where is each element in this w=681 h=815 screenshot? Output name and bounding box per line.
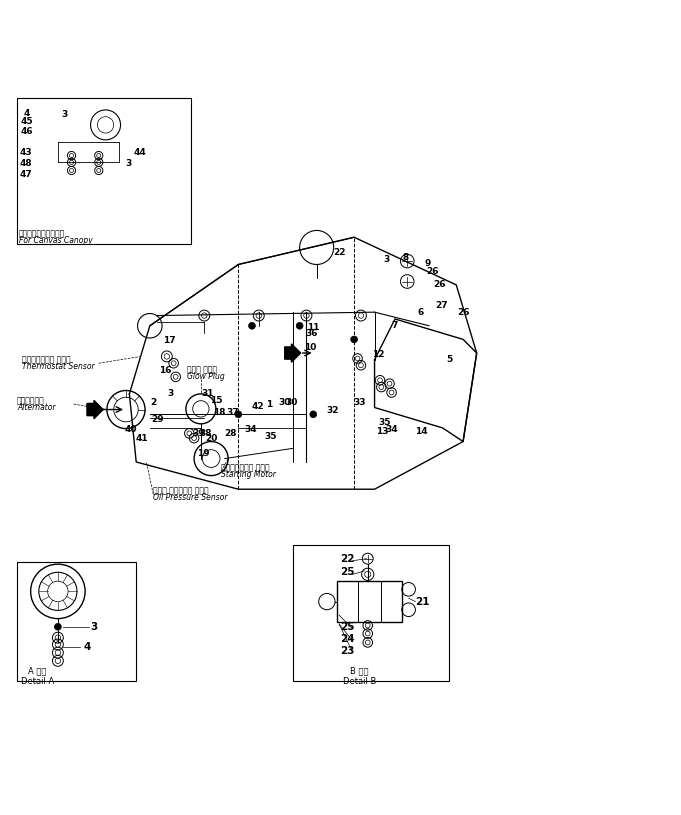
Text: 3: 3 xyxy=(61,110,68,119)
Text: Glow Plug: Glow Plug xyxy=(187,372,225,381)
Text: 27: 27 xyxy=(435,301,447,310)
Text: 33: 33 xyxy=(353,398,366,407)
Text: 13: 13 xyxy=(377,427,389,436)
Bar xyxy=(17,562,136,681)
Text: 26: 26 xyxy=(426,267,439,275)
Bar xyxy=(337,581,402,622)
Text: 12: 12 xyxy=(373,350,385,359)
Text: 21: 21 xyxy=(415,597,430,606)
Text: サーモスタット センサ: サーモスタット センサ xyxy=(22,355,70,364)
Text: 14: 14 xyxy=(415,427,427,436)
Text: 29: 29 xyxy=(152,416,164,425)
Text: 8: 8 xyxy=(402,253,409,262)
Text: オルタネータ: オルタネータ xyxy=(17,396,45,405)
Text: 18: 18 xyxy=(213,408,225,417)
Text: 30: 30 xyxy=(279,398,291,407)
Bar xyxy=(17,98,191,244)
Text: For Canvas Canopy: For Canvas Canopy xyxy=(19,236,93,245)
Text: 3: 3 xyxy=(383,254,390,263)
Text: Alternator: Alternator xyxy=(17,403,56,412)
Text: 37: 37 xyxy=(227,408,239,417)
Text: 40: 40 xyxy=(125,425,137,434)
Text: 25: 25 xyxy=(340,567,355,577)
Text: 26: 26 xyxy=(433,280,445,289)
Text: 43: 43 xyxy=(20,148,32,156)
Text: 35: 35 xyxy=(379,418,391,427)
Text: B: B xyxy=(286,348,294,358)
Text: 46: 46 xyxy=(21,127,33,136)
Text: 4: 4 xyxy=(24,109,31,118)
Text: 3: 3 xyxy=(125,159,131,168)
Text: スターティング モータ: スターティング モータ xyxy=(221,463,270,472)
Text: 19: 19 xyxy=(197,449,209,458)
Text: 2: 2 xyxy=(150,398,157,407)
Text: グロー プラグ: グロー プラグ xyxy=(187,366,217,375)
Text: オイル プレッシャ センサ: オイル プレッシャ センサ xyxy=(153,486,209,495)
Text: 11: 11 xyxy=(307,323,319,332)
Text: 39: 39 xyxy=(193,429,205,438)
Circle shape xyxy=(235,411,242,418)
Text: 1: 1 xyxy=(266,399,272,408)
Text: 6: 6 xyxy=(417,307,424,317)
Text: 44: 44 xyxy=(133,148,146,156)
Text: 48: 48 xyxy=(20,159,32,168)
Text: 16: 16 xyxy=(159,366,171,375)
Text: 9: 9 xyxy=(424,258,431,267)
Text: 17: 17 xyxy=(163,337,175,346)
Text: A 詳細
Detail A: A 詳細 Detail A xyxy=(21,666,54,685)
Text: キャンバスキャノピ用: キャンバスキャノピ用 xyxy=(19,229,65,238)
Circle shape xyxy=(351,336,358,343)
Text: 41: 41 xyxy=(136,434,148,443)
Circle shape xyxy=(249,323,255,329)
Text: 42: 42 xyxy=(251,402,264,411)
Text: 38: 38 xyxy=(200,429,212,438)
Circle shape xyxy=(54,623,61,630)
Text: 7: 7 xyxy=(392,321,398,330)
Circle shape xyxy=(310,411,317,418)
Text: 36: 36 xyxy=(306,329,318,338)
Text: Starting Motor: Starting Motor xyxy=(221,469,276,478)
Text: A: A xyxy=(88,404,97,415)
Text: 30: 30 xyxy=(285,398,298,407)
Text: 3: 3 xyxy=(167,390,174,399)
Bar xyxy=(293,545,449,681)
Text: 34: 34 xyxy=(385,425,398,434)
Text: 10: 10 xyxy=(304,343,316,352)
Text: 24: 24 xyxy=(340,634,355,644)
Text: Oil Pressure Sensor: Oil Pressure Sensor xyxy=(153,493,227,502)
Text: 23: 23 xyxy=(340,646,355,656)
Text: 22: 22 xyxy=(340,553,355,564)
Circle shape xyxy=(296,323,303,329)
Text: 31: 31 xyxy=(202,390,214,399)
Text: 47: 47 xyxy=(20,170,32,179)
Text: 28: 28 xyxy=(224,429,236,438)
Text: 5: 5 xyxy=(446,355,453,364)
Text: 20: 20 xyxy=(205,434,217,443)
Text: 22: 22 xyxy=(333,248,345,257)
Text: 3: 3 xyxy=(91,622,97,632)
Text: 45: 45 xyxy=(21,117,33,126)
Text: Thermostat Sensor: Thermostat Sensor xyxy=(22,362,95,371)
Text: B 詳細
Detail B: B 詳細 Detail B xyxy=(343,666,377,685)
Text: 26: 26 xyxy=(457,307,469,317)
Text: 34: 34 xyxy=(244,425,257,434)
Text: 25: 25 xyxy=(340,622,355,632)
Text: 15: 15 xyxy=(210,396,223,405)
Text: 32: 32 xyxy=(326,407,338,416)
Text: 35: 35 xyxy=(265,432,277,441)
Text: 4: 4 xyxy=(84,642,91,652)
